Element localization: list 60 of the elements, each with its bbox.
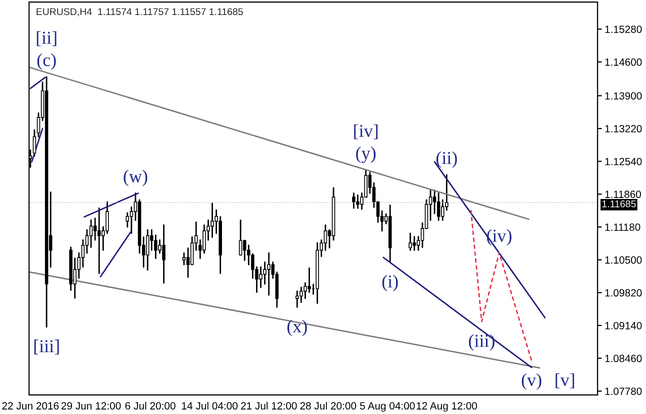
line-series (470, 209, 532, 362)
x-tick-label: 21 Jul 12:00 (241, 402, 297, 410)
candlestick (432, 190, 436, 214)
candlestick (356, 194, 360, 209)
annotation: (iv) (486, 229, 512, 246)
x-tick-label: 14 Jul 04:00 (182, 402, 238, 410)
candlestick (267, 252, 270, 296)
y-tick-label: 1.13900 (605, 92, 642, 100)
x-tick-label: 12 Aug 12:00 (416, 402, 477, 412)
annotation: (i) (382, 274, 398, 292)
candlestick (146, 229, 150, 271)
candlestick (296, 290, 299, 308)
candlestick (308, 267, 311, 293)
ref-line-label: 1.11685 (602, 200, 636, 208)
candlestick (126, 212, 130, 228)
x-tick-label: 29 Jun 12:00 (61, 402, 121, 410)
y-tick-label: 1.09820 (605, 289, 642, 297)
annotation: (y) (356, 146, 376, 163)
candlestick (210, 202, 214, 238)
candlestick (182, 252, 186, 266)
x-tick-label: 6 Jul 20:00 (125, 402, 176, 410)
y-tick-label: 1.09140 (605, 322, 642, 330)
candlestick (89, 220, 93, 248)
y-tick-label: 1.08460 (605, 354, 642, 362)
annotation: [v] (556, 373, 574, 388)
annotation: (v) (522, 373, 542, 390)
candlestick (352, 192, 356, 209)
candlestick (412, 236, 416, 251)
annotation: [ii] (36, 31, 56, 46)
annotation: [iv] (354, 124, 378, 140)
x-tick-label: 5 Aug 04:00 (360, 402, 415, 412)
candlestick (81, 239, 85, 268)
candlestick (97, 207, 101, 274)
x-tick-label: 28 Jul 20:00 (300, 402, 356, 410)
annotation: (iii) (468, 334, 494, 351)
candlestick (408, 232, 412, 251)
candlestick (32, 129, 36, 157)
y-tick-label: 1.07780 (605, 388, 642, 395)
candlestick (162, 224, 166, 284)
annotation: (c) (37, 53, 56, 70)
candlestick (85, 229, 89, 254)
text: EURUSD,H4 1.11574 1.11757 1.11557 1.11685 (36, 8, 243, 16)
y-tick-label: 1.10500 (605, 256, 642, 264)
y-tick-label: 1.12540 (605, 158, 642, 166)
y-tick-label: 1.11180 (605, 223, 640, 231)
annotation: (w) (124, 170, 148, 186)
y-tick-label: 1.15280 (605, 26, 642, 33)
y-tick-label: 1.11860 (605, 190, 641, 198)
candlestick (436, 192, 440, 221)
candlestick (190, 236, 194, 266)
candlestick (93, 218, 97, 241)
candlestick (242, 240, 246, 261)
candlestick (238, 220, 242, 256)
x-tick-label: 22 Jun 2016 (2, 402, 59, 410)
annotation: [iii] (34, 340, 59, 354)
candlestick (324, 224, 328, 251)
annotation: (x) (287, 320, 307, 336)
y-tick-label: 1.14600 (605, 58, 642, 66)
y-tick-label: 1.13220 (605, 125, 642, 132)
annotation: (ii) (436, 151, 457, 168)
